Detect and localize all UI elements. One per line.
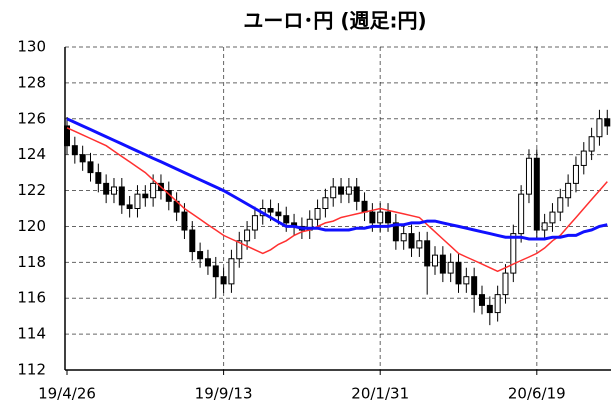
candle-body (439, 254, 446, 274)
candle-body (455, 261, 462, 285)
candle-body (549, 211, 556, 224)
candle-body (212, 265, 219, 278)
chart-title: ユーロ･円 (週足:円) (243, 9, 426, 33)
candle-body (416, 240, 423, 249)
candle-body (541, 222, 548, 231)
y-tick-label: 120 (17, 217, 46, 235)
candle-body (369, 211, 376, 224)
candle-body (463, 276, 470, 285)
candle-body (502, 272, 509, 296)
y-tick-label: 126 (17, 109, 46, 127)
candle-body (392, 222, 399, 242)
candle-body (400, 233, 407, 242)
candle-body (220, 276, 227, 285)
candle-body (565, 182, 572, 199)
candle-body (322, 197, 329, 210)
candle-body (181, 211, 188, 231)
candle-body (87, 161, 94, 174)
candle-body (64, 125, 70, 147)
candle-body (510, 233, 517, 274)
candle-body (424, 240, 431, 267)
candle-body (79, 154, 86, 163)
candle-body (471, 276, 478, 296)
candle-body (134, 193, 141, 209)
candle-body (330, 186, 337, 199)
candle-body (338, 186, 345, 195)
y-tick-label: 114 (17, 325, 46, 343)
x-tick-label: 19/4/26 (38, 385, 96, 403)
candle-body (525, 157, 532, 195)
y-tick-label: 118 (17, 253, 46, 271)
candle-body (486, 304, 493, 314)
candle-body (533, 157, 540, 231)
candle-body (377, 211, 384, 224)
candle-body (408, 233, 415, 249)
candle-body (150, 182, 157, 199)
candle-body (572, 164, 579, 184)
candle-body (361, 200, 368, 213)
x-tick-label: 20/6/19 (508, 385, 566, 403)
y-tick-label: 124 (17, 145, 46, 163)
candle-body (189, 229, 196, 253)
candle-body (228, 258, 235, 285)
candle-body (385, 211, 392, 224)
y-tick-label: 112 (17, 361, 46, 379)
candle-body (596, 118, 603, 138)
candle-body (244, 229, 251, 242)
x-tick-label: 19/9/13 (195, 385, 253, 403)
candle-body (236, 240, 243, 260)
candle-body (118, 186, 125, 206)
candle-body (588, 136, 595, 152)
candle-body (604, 118, 611, 127)
candle-body (447, 261, 454, 274)
y-tick-label: 130 (17, 38, 46, 56)
y-tick-label: 116 (17, 289, 46, 307)
candle-body (518, 193, 525, 235)
candle-body (71, 145, 78, 156)
candle-body (103, 182, 110, 195)
moving-average-line (66, 127, 608, 273)
candle-body (275, 211, 282, 217)
y-tick-label: 128 (17, 73, 46, 91)
candle-body (110, 186, 117, 195)
x-tick-label: 20/1/31 (351, 385, 409, 403)
moving-average-line (66, 117, 608, 241)
candle-body (580, 150, 587, 166)
candle-body (557, 197, 564, 213)
candle-body (345, 186, 352, 195)
y-tick-label: 122 (17, 181, 46, 199)
candle-body (197, 251, 204, 260)
candle-body (267, 208, 274, 213)
candle-body (251, 215, 258, 231)
candle-body (353, 186, 360, 202)
candle-body (432, 254, 439, 267)
candle-body (126, 204, 133, 210)
candle-body (283, 215, 290, 224)
candle-body (494, 294, 501, 314)
candle-body (204, 258, 211, 267)
candle-body (142, 193, 149, 199)
candle-body (95, 172, 102, 184)
candle-body (314, 208, 321, 220)
candle-body (478, 294, 485, 306)
